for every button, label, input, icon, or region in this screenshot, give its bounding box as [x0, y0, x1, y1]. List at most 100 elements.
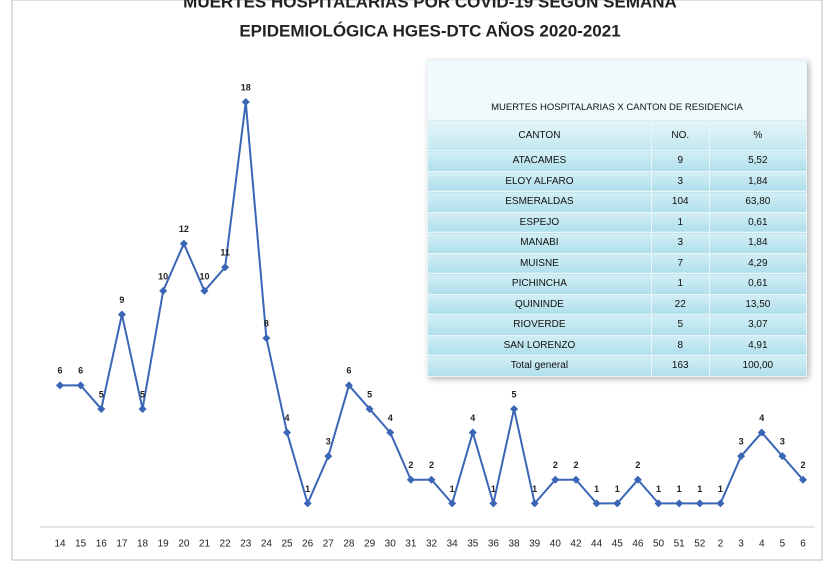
- point-marker: [303, 499, 312, 508]
- x-tick-label: 30: [385, 539, 397, 550]
- table-row: ELOY ALFARO 3 1,84: [427, 170, 808, 192]
- table-cell: 0,61: [708, 211, 808, 233]
- x-tick-label: 26: [302, 539, 314, 550]
- x-tick-label: 36: [488, 539, 500, 550]
- point-marker: [97, 404, 106, 413]
- x-tick-label: 20: [178, 539, 190, 550]
- table-cell: 8: [650, 334, 710, 356]
- point-marker: [221, 263, 230, 272]
- data-label: 2: [635, 460, 640, 470]
- point-marker: [799, 475, 807, 484]
- chart-title: EPIDEMIOLÓGICA HGES-DTC AÑOS 2020-2021: [239, 20, 620, 40]
- table-cell: 104: [650, 191, 710, 213]
- x-tick-label: 39: [529, 539, 541, 550]
- x-tick-label: 42: [570, 539, 582, 550]
- x-tick-label: 24: [261, 539, 273, 550]
- x-tick-label: 4: [759, 539, 765, 550]
- point-marker: [448, 499, 457, 508]
- data-label: 2: [800, 460, 805, 470]
- data-label: 2: [573, 460, 578, 470]
- data-label: 1: [594, 484, 599, 494]
- point-marker: [530, 499, 539, 508]
- data-label: 2: [408, 460, 413, 470]
- x-tick-label: 50: [653, 539, 665, 550]
- x-tick-label: 40: [550, 539, 562, 550]
- point-marker: [179, 239, 188, 248]
- data-label: 1: [615, 484, 620, 494]
- table-cell: 4,29: [708, 252, 808, 274]
- point-marker: [406, 475, 415, 484]
- x-tick-label: 5: [780, 539, 786, 550]
- x-tick-label: 31: [405, 539, 417, 550]
- point-marker: [56, 381, 64, 390]
- table-row: MANABI 3 1,84: [427, 232, 808, 254]
- data-label: 1: [656, 484, 661, 494]
- table-cell: 7: [650, 252, 710, 274]
- table-row: CANTON NO.%: [427, 119, 808, 151]
- point-marker: [716, 499, 725, 508]
- x-tick-label: 18: [137, 539, 149, 550]
- table-cell: 3: [650, 170, 710, 192]
- data-label: 1: [491, 484, 496, 494]
- point-marker: [365, 404, 374, 413]
- x-tick-label: 15: [75, 539, 87, 550]
- point-marker: [386, 428, 395, 437]
- table-cell: ESMERALDAS: [427, 191, 652, 213]
- x-tick-label: 17: [116, 539, 128, 550]
- data-label: 1: [677, 484, 682, 494]
- table-cell: 0,61: [708, 273, 808, 295]
- x-tick-label: 52: [694, 539, 706, 550]
- table-cell: %: [708, 119, 808, 151]
- point-marker: [344, 381, 353, 390]
- table-cell: 13,50: [708, 293, 808, 315]
- data-label: 6: [57, 366, 62, 376]
- point-marker: [283, 428, 292, 437]
- point-marker: [633, 475, 642, 484]
- data-label: 2: [553, 460, 558, 470]
- x-tick-label: 27: [323, 539, 335, 550]
- point-marker: [757, 428, 766, 437]
- point-marker: [695, 499, 704, 508]
- point-marker: [592, 499, 601, 508]
- chart-frame: [11, 0, 823, 561]
- data-label: 8: [264, 318, 269, 328]
- table-row: ESMERALDAS 104 63,80: [427, 191, 808, 213]
- data-label: 9: [119, 295, 124, 305]
- table-cell: 163: [650, 355, 710, 377]
- point-marker: [241, 98, 250, 106]
- data-label: 6: [78, 366, 83, 376]
- data-label: 6: [346, 366, 351, 376]
- canton-table: MUERTES HOSPITALARIAS X CANTON DE RESIDE…: [427, 60, 808, 377]
- point-marker: [138, 404, 147, 413]
- x-tick-label: 25: [281, 539, 293, 550]
- point-marker: [737, 452, 746, 461]
- table-cell: MUISNE: [427, 252, 652, 274]
- table-cell: MUERTES HOSPITALARIAS X CANTON DE RESIDE…: [427, 60, 807, 120]
- x-tick-label: 38: [508, 539, 520, 550]
- table-row: RIOVERDE 5 3,07: [427, 314, 808, 336]
- data-label: 1: [305, 484, 310, 494]
- table-row: ESPEJO 1 0,61: [427, 211, 808, 233]
- table-cell: 1,84: [708, 170, 808, 192]
- table-cell: 9: [650, 150, 710, 172]
- data-label: 4: [759, 413, 764, 423]
- table-cell: 5: [650, 314, 710, 336]
- table-row: MUERTES HOSPITALARIAS X CANTON DE RESIDE…: [427, 60, 807, 120]
- x-tick-label: 21: [199, 539, 211, 550]
- data-label: 1: [697, 484, 702, 494]
- point-marker: [324, 452, 333, 461]
- data-label: 5: [140, 389, 145, 399]
- table-cell: 3: [650, 232, 710, 254]
- x-tick-label: 51: [674, 539, 686, 550]
- point-marker: [778, 452, 787, 461]
- table-cell: ELOY ALFARO: [427, 170, 652, 192]
- table-cell: 3,07: [708, 314, 808, 336]
- table-cell: 1: [650, 211, 710, 233]
- table-cell: PICHINCHA: [427, 273, 652, 295]
- point-marker: [613, 499, 622, 508]
- table-cell: 5,52: [708, 150, 808, 172]
- x-tick-label: 32: [426, 539, 438, 550]
- data-label: 3: [326, 437, 331, 447]
- table-row: ATACAMES 9 5,52: [427, 150, 808, 172]
